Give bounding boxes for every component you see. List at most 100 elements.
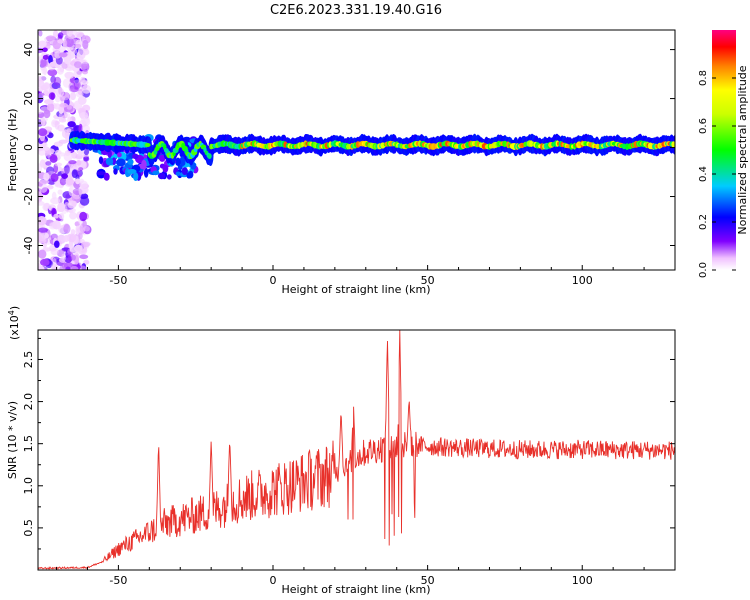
spectrogram-noise-blob [58, 213, 65, 220]
colorbar-tick-label: 0.0 [698, 262, 709, 278]
spectrogram-noise-blob [65, 266, 71, 270]
spectrogram-noise-blob [77, 47, 85, 55]
spectrogram-noise-blob [40, 258, 50, 266]
spectrogram-noise-blob [38, 75, 47, 82]
spectrogram-noise-blob [71, 200, 77, 207]
spectrogram-disturbed-blob [143, 167, 149, 178]
spectrogram-noise-blob [69, 211, 77, 220]
spectrogram-noise-blob [45, 161, 52, 166]
spectrogram-noise-blob [38, 163, 43, 173]
x-tick-label: 50 [421, 274, 435, 287]
y-tick-label: 40 [22, 43, 35, 57]
spectrogram-noise-blob [63, 223, 71, 234]
spectrogram-noise-blob [64, 164, 70, 175]
spectrogram-marks [38, 30, 675, 270]
spectrogram-disturbed-blob [186, 172, 192, 179]
spectrogram-noise-blob [63, 54, 72, 65]
colorbar-ticks: 0.0 0.2 0.4 0.6 0.8 [698, 70, 736, 278]
spectrogram-noise-blob [64, 113, 71, 119]
spectrogram-noise-blob [42, 243, 47, 248]
colorbar-tick-label: 0.2 [698, 214, 709, 230]
spectrogram-noise-blob [77, 96, 87, 105]
y-tick-label: 20 [22, 92, 35, 106]
spectrogram-noise-blob [38, 30, 43, 37]
spectrogram-noise-blob [61, 253, 67, 262]
spectrogram-noise-blob [65, 37, 74, 48]
x-tick-label: 100 [572, 574, 593, 587]
spectrogram-noise-blob [50, 173, 59, 182]
snr-scale-label: (x104) [7, 306, 21, 340]
spectrogram-noise-blob [44, 232, 49, 239]
spectrogram-disturbed-blob [116, 158, 126, 167]
spectrogram-noise-blob [83, 156, 90, 162]
spectrogram-disturbed-blob [177, 164, 183, 170]
spectrogram-noise-blob [81, 117, 91, 127]
spectrogram-disturbed-blob [127, 169, 137, 174]
spectrogram-disturbed-blob [132, 153, 139, 159]
y-tick-label: 2.0 [22, 393, 35, 411]
spectrogram-ridge-core [207, 153, 212, 160]
spectrogram-noise-blob [53, 213, 59, 219]
spectrogram-noise-blob [48, 92, 56, 100]
spectrogram-disturbed-blob [181, 167, 188, 176]
spectrogram-noise-blob [63, 152, 73, 162]
spectrogram-noise-blob [61, 92, 70, 101]
spectrogram-ridge-core [145, 143, 151, 147]
spectrogram-noise-blob [73, 49, 78, 54]
spectrogram-noise-blob [38, 128, 48, 137]
spectrogram-noise-blob [42, 47, 48, 53]
spectrogram-noise-blob [66, 30, 73, 37]
spectrogram-noise-blob [38, 265, 45, 270]
colorbar-tick-label: 0.4 [698, 166, 709, 182]
spectrogram-noise-blob [79, 211, 88, 222]
spectrogram-noise-blob [71, 169, 78, 179]
spectrogram-noise-blob [58, 112, 64, 122]
spectrogram-disturbed-blob [113, 168, 118, 175]
spectrogram-noise-blob [78, 186, 83, 196]
spectrogram-panel: -50 0 50 100 -40 -20 0 20 40 Height of straight … [6, 29, 676, 296]
snr-ticks: -50 0 50 100 0.5 1.0 1.5 2.0 2.5 [22, 337, 676, 587]
spectrogram-noise-blob [76, 160, 82, 166]
spectrogram-disturbed-blob [162, 165, 169, 173]
spectrogram-noise-blob [39, 179, 50, 185]
spectrogram-noise-blob [74, 61, 82, 69]
spectrogram-noise-blob [46, 185, 54, 190]
spectrogram-disturbed-blob [103, 172, 110, 181]
colorbar-label: Normalized spectral amplitude [736, 65, 749, 234]
spectrogram-noise-blob [50, 197, 61, 205]
spectrogram-noise-blob [57, 39, 64, 44]
spectrogram-noise-blob [73, 79, 82, 84]
spectrogram-noise-blob [43, 82, 50, 90]
spectrogram-disturbed-blob [152, 170, 160, 176]
spectrogram-noise-blob [45, 35, 56, 41]
x-tick-label: 0 [270, 574, 277, 587]
spectrogram-noise-blob [42, 54, 49, 60]
spectrogram-noise-blob [42, 146, 50, 151]
spectrogram-noise-blob [50, 247, 59, 256]
snr-xlabel: Height of straight line (km) [281, 583, 430, 596]
spectrogram-noise-blob [66, 105, 73, 110]
spectrogram-noise-blob [57, 32, 64, 39]
spectrogram-noise-blob [43, 172, 50, 181]
spectrogram-noise-blob [81, 63, 89, 70]
spectrogram-noise-blob [67, 255, 73, 263]
spectrogram-noise-blob [79, 180, 88, 189]
spectrogram-disturbed-blob [96, 171, 106, 176]
spectrogram-noise-blob [80, 76, 85, 83]
spectrogram-noise-blob [48, 221, 58, 230]
colorbar-tick-label: 0.6 [698, 118, 709, 134]
spectrogram-noise-blob [57, 202, 66, 213]
spectrogram-ticks: -50 0 50 100 -40 -20 0 20 40 [22, 43, 676, 287]
x-tick-label: -50 [109, 274, 127, 287]
spectrogram-noise-blob [79, 112, 89, 119]
spectrogram-noise-blob [79, 254, 89, 260]
spectrogram-noise-blob [66, 128, 72, 133]
spectrogram-noise-blob [38, 234, 43, 242]
spectrogram-noise-blob [57, 189, 63, 195]
spectrogram-noise-blob [73, 43, 82, 49]
spectrogram-noise-blob [83, 225, 90, 232]
y-tick-label: 0 [22, 144, 35, 151]
spectrogram-noise-blob [78, 232, 83, 240]
snr-frame [37, 329, 676, 571]
